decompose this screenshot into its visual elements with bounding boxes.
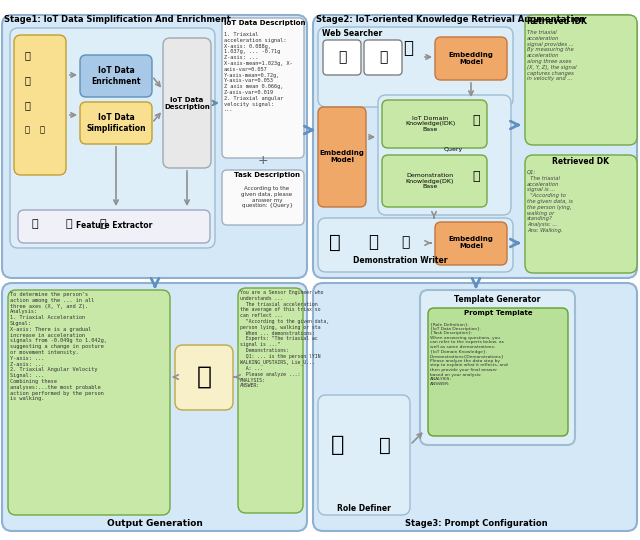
Text: 👤: 👤	[368, 233, 378, 251]
Text: 👤: 👤	[379, 435, 391, 455]
Text: Embedding
Model: Embedding Model	[319, 151, 364, 164]
Text: You are a Sensor Engineer who
understands ...
  The triaxial acceleration
the av: You are a Sensor Engineer who understand…	[240, 290, 329, 388]
FancyBboxPatch shape	[175, 345, 233, 410]
Text: Role Definer: Role Definer	[337, 504, 391, 513]
Text: 🤖: 🤖	[329, 233, 341, 252]
FancyBboxPatch shape	[525, 155, 637, 273]
FancyBboxPatch shape	[10, 28, 215, 248]
Text: Demonstration Writer: Demonstration Writer	[353, 256, 447, 265]
FancyBboxPatch shape	[222, 170, 304, 225]
Text: 📡: 📡	[25, 75, 31, 85]
FancyBboxPatch shape	[428, 308, 568, 436]
Text: 🤖: 🤖	[196, 365, 211, 389]
Text: According to the
given data, please
answer my
question: {Query}: According to the given data, please answ…	[241, 186, 292, 208]
FancyBboxPatch shape	[323, 40, 361, 75]
Text: Prompt Template: Prompt Template	[464, 310, 532, 316]
Text: Query: Query	[444, 147, 463, 152]
Text: 📋: 📋	[401, 235, 409, 249]
Text: 🤖: 🤖	[25, 125, 30, 134]
FancyBboxPatch shape	[222, 18, 304, 158]
Text: Task Description: Task Description	[234, 172, 300, 178]
Text: 🤖: 🤖	[332, 435, 345, 455]
FancyBboxPatch shape	[382, 155, 487, 207]
Text: Embedding
Model: Embedding Model	[449, 237, 493, 249]
FancyBboxPatch shape	[525, 15, 637, 145]
FancyBboxPatch shape	[80, 55, 152, 97]
Text: 🏠: 🏠	[25, 50, 31, 60]
Text: IoT Data Description: IoT Data Description	[224, 20, 305, 26]
Text: Embedding
Model: Embedding Model	[449, 51, 493, 64]
Text: Stage1: IoT Data Simplification And Enrichment: Stage1: IoT Data Simplification And Enri…	[4, 15, 231, 24]
Text: Web Searcher: Web Searcher	[322, 29, 382, 38]
FancyBboxPatch shape	[378, 95, 511, 215]
Text: 📚: 📚	[403, 39, 413, 57]
FancyBboxPatch shape	[2, 283, 307, 531]
Text: 📊: 📊	[379, 50, 387, 64]
Text: 🗄: 🗄	[472, 113, 480, 126]
Text: IoT Data
Description: IoT Data Description	[164, 97, 210, 110]
Text: 🖩: 🖩	[32, 219, 38, 229]
FancyBboxPatch shape	[313, 283, 637, 531]
FancyBboxPatch shape	[14, 35, 66, 175]
FancyBboxPatch shape	[313, 15, 637, 278]
Text: Retrieved IDK: Retrieved IDK	[527, 17, 587, 26]
FancyBboxPatch shape	[382, 100, 487, 148]
Text: 🗄: 🗄	[472, 171, 480, 184]
FancyBboxPatch shape	[435, 222, 507, 265]
FancyBboxPatch shape	[435, 37, 507, 80]
FancyBboxPatch shape	[318, 27, 513, 107]
FancyBboxPatch shape	[420, 290, 575, 445]
FancyBboxPatch shape	[8, 290, 170, 515]
Text: 💻: 💻	[65, 219, 72, 229]
FancyBboxPatch shape	[318, 395, 410, 515]
Text: 🐍: 🐍	[100, 219, 107, 229]
Text: 🌐: 🌐	[338, 50, 346, 64]
FancyBboxPatch shape	[318, 107, 366, 207]
Text: 📶: 📶	[25, 100, 31, 110]
Text: Feature Extractor: Feature Extractor	[76, 221, 152, 231]
Text: Output Generation: Output Generation	[107, 519, 203, 528]
Text: {Role Definition}.
{IoT Data Description}.
{Task Description}:
When answering qu: {Role Definition}. {IoT Data Description…	[430, 322, 508, 386]
Text: The triaxial
acceleration
signal provides ...
By measuring the
acceleration
alon: The triaxial acceleration signal provide…	[527, 30, 577, 82]
Text: To determine the person's
action among the ... in all
three axes (X, Y, and Z).
: To determine the person's action among t…	[10, 292, 107, 401]
FancyBboxPatch shape	[163, 38, 211, 168]
Text: Template Generator: Template Generator	[454, 295, 540, 304]
FancyBboxPatch shape	[2, 15, 307, 278]
Text: Stage2: IoT-oriented Knowledge Retrieval Augmentation: Stage2: IoT-oriented Knowledge Retrieval…	[316, 15, 585, 24]
Text: IoT Data
Enrichment: IoT Data Enrichment	[92, 66, 141, 86]
FancyBboxPatch shape	[364, 40, 402, 75]
FancyBboxPatch shape	[318, 218, 513, 272]
FancyBboxPatch shape	[238, 288, 303, 513]
FancyBboxPatch shape	[80, 102, 152, 144]
Text: Demonstration
Knowledge(DK)
Base: Demonstration Knowledge(DK) Base	[406, 173, 454, 190]
Text: Retrieved DK: Retrieved DK	[552, 157, 609, 166]
Text: 📻: 📻	[40, 125, 45, 134]
FancyBboxPatch shape	[18, 210, 210, 243]
Text: Stage3: Prompt Configuration: Stage3: Prompt Configuration	[404, 519, 547, 528]
Text: IoT Data
Simplification: IoT Data Simplification	[86, 113, 146, 133]
Text: IoT Domain
Knowledge(IDK)
Base: IoT Domain Knowledge(IDK) Base	[405, 116, 455, 132]
Text: Q1:
  The triaxial
acceleration
signal is ...
  "According to
the given data, is: Q1: The triaxial acceleration signal is …	[527, 170, 573, 233]
Text: 1. Triaxial
acceleration signal:
X-axis: 0.088g,
1.037g, ... -0.71g
Z-axis: ...
: 1. Triaxial acceleration signal: X-axis:…	[224, 32, 292, 112]
Text: +: +	[258, 154, 268, 167]
